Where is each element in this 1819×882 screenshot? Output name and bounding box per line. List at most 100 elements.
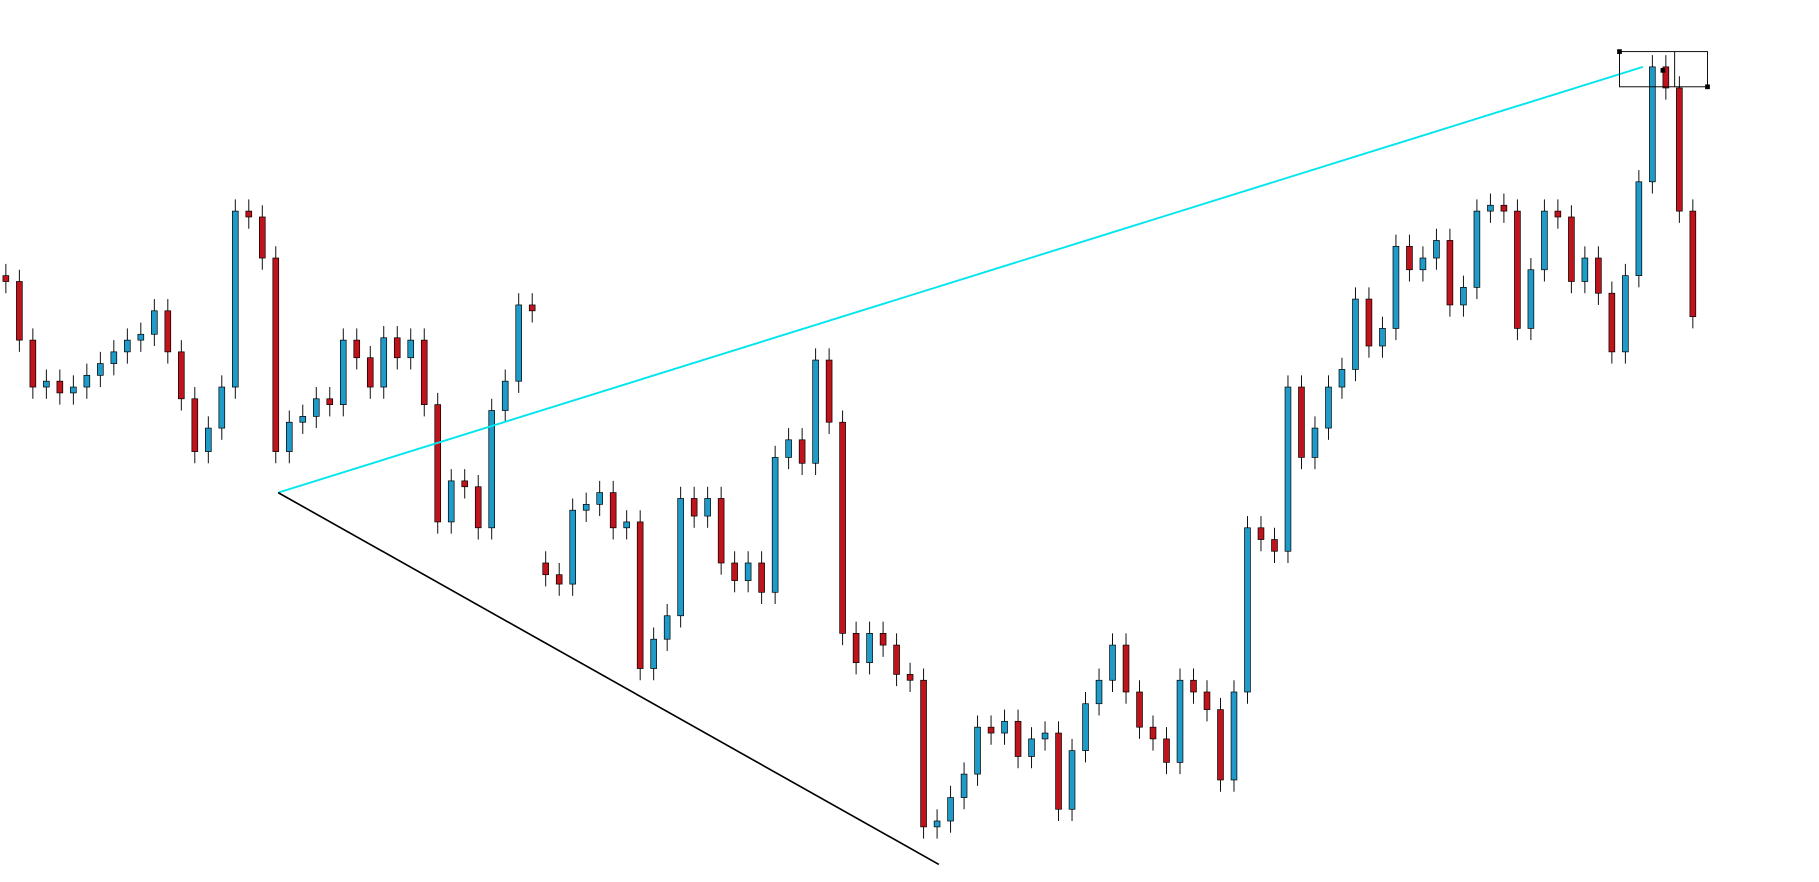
trend-line	[277, 65, 1644, 494]
candle-body	[555, 574, 563, 585]
candle-body	[312, 398, 320, 417]
candle-body	[259, 216, 266, 259]
candle-body	[1230, 691, 1238, 781]
candle-body	[758, 562, 765, 593]
candle-body	[596, 492, 603, 505]
candle-body	[1203, 691, 1211, 710]
candle-body	[447, 480, 455, 523]
candle-body	[893, 644, 900, 675]
candle-body	[947, 797, 954, 822]
candle-body	[1595, 257, 1602, 294]
candle-body	[1635, 181, 1643, 276]
candle-body	[1068, 750, 1076, 810]
candle-body	[124, 339, 131, 353]
candle-body	[1433, 240, 1440, 259]
candle-body	[771, 457, 779, 593]
candle-body	[1284, 386, 1292, 552]
candle-body	[501, 380, 509, 411]
candle-body	[812, 359, 819, 464]
candle-body	[339, 339, 347, 405]
candle-body	[636, 521, 644, 669]
candle-body	[933, 820, 941, 828]
candle-body	[83, 374, 91, 388]
candle-body	[717, 498, 725, 564]
candle-body	[299, 416, 307, 423]
candle-body	[218, 386, 226, 429]
candle-body	[866, 632, 873, 664]
candle-body	[1014, 720, 1022, 757]
candle-body	[1379, 328, 1386, 347]
candle-body	[1406, 245, 1413, 271]
candle-body	[569, 509, 576, 585]
candle-body	[650, 638, 657, 669]
candle-body	[839, 421, 846, 634]
candle-body	[2, 275, 10, 282]
candle-body	[1082, 703, 1089, 751]
handle	[1705, 84, 1710, 90]
candle-body	[960, 773, 968, 798]
candle-body	[987, 726, 995, 734]
candle-body	[97, 363, 104, 376]
candle-body	[1149, 726, 1157, 740]
candle-body	[1460, 287, 1467, 306]
candle-body	[380, 337, 388, 388]
candle-body	[434, 404, 442, 523]
candle-body	[70, 386, 77, 394]
candle-body	[420, 339, 428, 405]
candle-body	[474, 486, 482, 529]
candle-body	[29, 339, 37, 388]
candle-body	[461, 480, 469, 488]
candle-body	[744, 562, 752, 581]
candle-body	[1527, 269, 1535, 329]
candle-body	[731, 562, 738, 581]
candle-body	[272, 257, 280, 452]
candle-body	[1568, 216, 1575, 282]
candle-body	[164, 310, 172, 353]
candle-body	[110, 351, 118, 364]
candle-body	[1541, 210, 1548, 271]
candle-body	[43, 380, 50, 388]
candle-body	[1028, 738, 1035, 757]
candle-body	[1122, 644, 1130, 693]
candle-body	[1325, 386, 1332, 429]
candle-body	[16, 281, 23, 341]
candle-body	[1176, 679, 1184, 763]
candle-body	[191, 398, 199, 452]
candle-body	[528, 304, 536, 312]
candle-body	[178, 351, 185, 400]
candle-body	[663, 615, 671, 640]
candle-body	[825, 359, 833, 423]
candle-body	[1689, 210, 1697, 318]
candle-body	[1244, 527, 1251, 693]
candle-body	[245, 210, 253, 218]
candle-body	[920, 679, 927, 828]
candle-body	[1419, 257, 1427, 271]
candle-body	[974, 726, 981, 775]
handle	[1660, 68, 1666, 73]
candle-body	[677, 498, 684, 617]
candle-body	[623, 521, 630, 529]
candle-body	[1041, 732, 1049, 740]
candle-body	[1109, 644, 1116, 681]
candle-body	[488, 410, 496, 529]
candle-body	[582, 503, 590, 511]
candle-body	[1001, 720, 1008, 734]
candle-body	[1217, 709, 1224, 781]
candle-body	[690, 498, 698, 517]
candle-body	[1554, 210, 1562, 218]
candle-body	[1338, 369, 1346, 388]
candles	[2, 55, 1697, 839]
candle-body	[704, 498, 711, 517]
candle-body	[1055, 732, 1062, 810]
box	[1619, 51, 1708, 88]
candle-body	[1662, 66, 1670, 89]
candle-body	[1095, 679, 1103, 705]
candle-body	[353, 339, 361, 359]
candle-body	[1311, 427, 1319, 458]
candle-body	[1622, 275, 1629, 353]
candle-body	[1581, 257, 1589, 282]
candle-body	[609, 492, 617, 529]
candle-body	[326, 398, 334, 405]
